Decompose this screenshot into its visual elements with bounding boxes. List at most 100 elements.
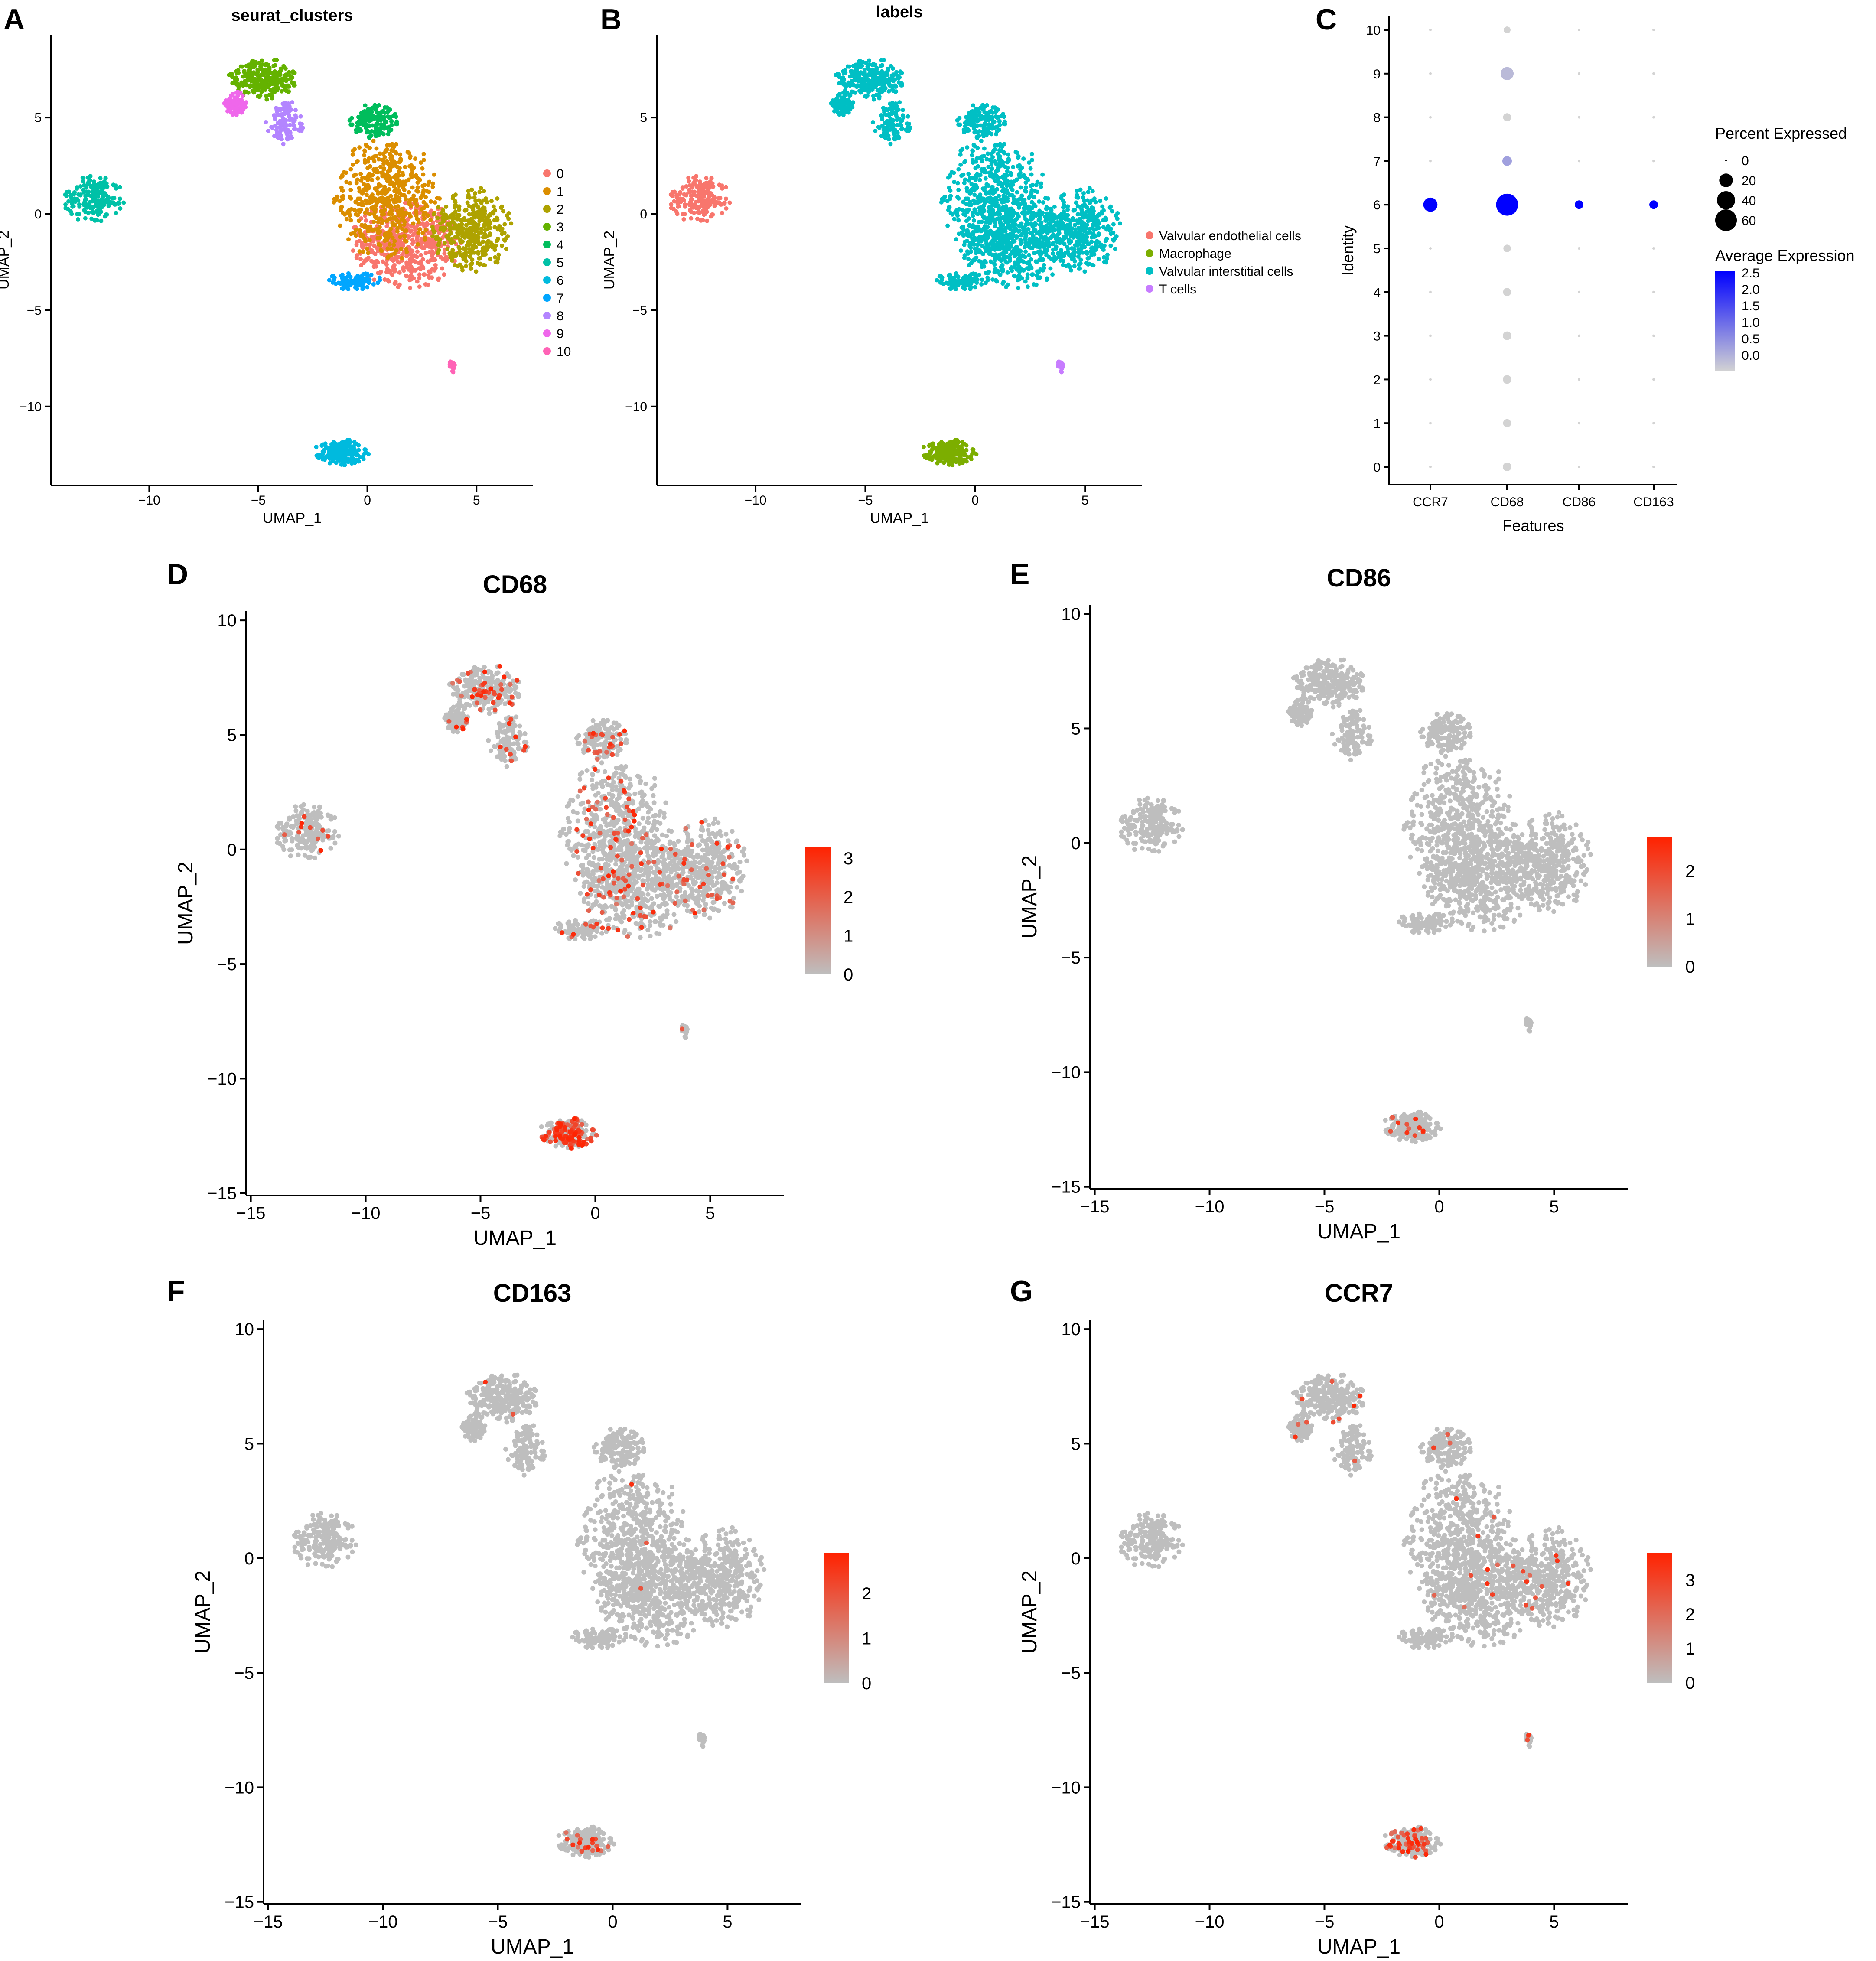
cell-point bbox=[402, 234, 407, 239]
cell-point bbox=[461, 246, 466, 251]
cell-point bbox=[238, 64, 243, 69]
cell-point bbox=[856, 61, 861, 66]
cell-point bbox=[479, 227, 484, 231]
cell-point bbox=[320, 457, 325, 462]
cell-point bbox=[1117, 221, 1122, 226]
cell-point bbox=[367, 277, 372, 282]
cell-point bbox=[921, 445, 926, 450]
cell-point bbox=[1039, 234, 1043, 239]
cell-point bbox=[381, 259, 385, 264]
cell-point bbox=[264, 120, 268, 124]
cell-point bbox=[984, 103, 989, 107]
cell-point bbox=[341, 211, 345, 215]
cell-point bbox=[944, 280, 948, 285]
cell-point bbox=[1051, 216, 1056, 221]
cell-point bbox=[961, 200, 966, 205]
cell-point bbox=[1065, 207, 1070, 212]
cell-point bbox=[398, 156, 403, 161]
cell-point bbox=[413, 268, 417, 273]
cell-point bbox=[1002, 142, 1006, 147]
cell-point bbox=[723, 196, 728, 201]
cell-point bbox=[418, 253, 423, 257]
cell-point bbox=[964, 443, 969, 448]
cell-point bbox=[1005, 191, 1010, 195]
cell-point bbox=[941, 198, 946, 202]
cell-point bbox=[346, 237, 351, 242]
cell-point bbox=[496, 252, 501, 257]
cell-point bbox=[333, 452, 338, 456]
cell-point bbox=[379, 170, 384, 175]
cell-point bbox=[118, 206, 123, 211]
cell-point bbox=[995, 115, 1000, 120]
cell-point bbox=[368, 224, 373, 229]
cell-point bbox=[1015, 190, 1019, 195]
cell-point bbox=[470, 232, 475, 237]
cell-point bbox=[340, 173, 345, 178]
cell-point bbox=[389, 127, 394, 132]
cell-point bbox=[1061, 263, 1065, 267]
cell-point bbox=[469, 187, 474, 192]
cell-point bbox=[351, 248, 355, 253]
cell-point bbox=[1082, 269, 1087, 274]
cell-point bbox=[362, 224, 366, 228]
cell-point bbox=[348, 187, 353, 192]
cell-point bbox=[989, 188, 994, 192]
cell-point bbox=[357, 238, 362, 243]
cell-point bbox=[977, 194, 982, 199]
cell-point bbox=[357, 189, 362, 194]
legend-key bbox=[543, 169, 551, 177]
cell-point bbox=[720, 183, 724, 188]
cell-point bbox=[977, 178, 982, 182]
cell-point bbox=[93, 203, 98, 208]
cell-point bbox=[1077, 204, 1082, 209]
cell-point bbox=[480, 246, 485, 251]
cell-point bbox=[293, 107, 298, 112]
cell-point bbox=[1019, 239, 1024, 244]
cell-point bbox=[364, 257, 369, 262]
cell-point bbox=[403, 165, 407, 169]
cell-point bbox=[428, 218, 433, 222]
cell-point bbox=[435, 251, 440, 255]
cell-point bbox=[374, 129, 379, 134]
cell-point bbox=[430, 181, 435, 186]
cell-point bbox=[1004, 204, 1009, 208]
cell-point bbox=[968, 114, 973, 119]
cell-point bbox=[1078, 216, 1082, 221]
cell-point bbox=[1104, 196, 1108, 201]
cell-point bbox=[433, 266, 438, 270]
cell-point bbox=[1012, 197, 1016, 202]
cell-point bbox=[964, 218, 969, 223]
cell-point bbox=[1099, 209, 1104, 214]
cell-point bbox=[984, 199, 989, 204]
cell-point bbox=[397, 191, 402, 195]
cell-point bbox=[461, 226, 466, 231]
cell-point bbox=[1044, 205, 1049, 210]
cell-point bbox=[968, 245, 973, 250]
cell-point bbox=[421, 172, 426, 177]
cell-point bbox=[385, 267, 390, 271]
cell-point bbox=[363, 271, 368, 276]
cell-point bbox=[839, 77, 844, 81]
cell-point bbox=[360, 200, 365, 205]
cell-point bbox=[485, 240, 490, 245]
cell-point bbox=[438, 221, 443, 226]
cell-point bbox=[967, 178, 971, 183]
cell-point bbox=[388, 194, 393, 199]
cell-point bbox=[366, 452, 371, 456]
cell-point bbox=[1014, 150, 1019, 155]
cell-point bbox=[965, 455, 970, 459]
cell-point bbox=[364, 242, 368, 247]
cell-point bbox=[1000, 281, 1005, 286]
cell-point bbox=[372, 277, 377, 282]
cell-point bbox=[1096, 257, 1101, 261]
cell-point bbox=[419, 160, 423, 165]
cell-point bbox=[266, 128, 270, 133]
cell-point bbox=[1107, 227, 1112, 232]
cell-point bbox=[375, 280, 380, 285]
cell-point bbox=[360, 287, 365, 291]
cell-point bbox=[1088, 201, 1092, 205]
cell-point bbox=[1052, 205, 1057, 209]
cell-point bbox=[1059, 248, 1063, 252]
cell-point bbox=[399, 217, 404, 222]
cell-point bbox=[694, 205, 699, 210]
